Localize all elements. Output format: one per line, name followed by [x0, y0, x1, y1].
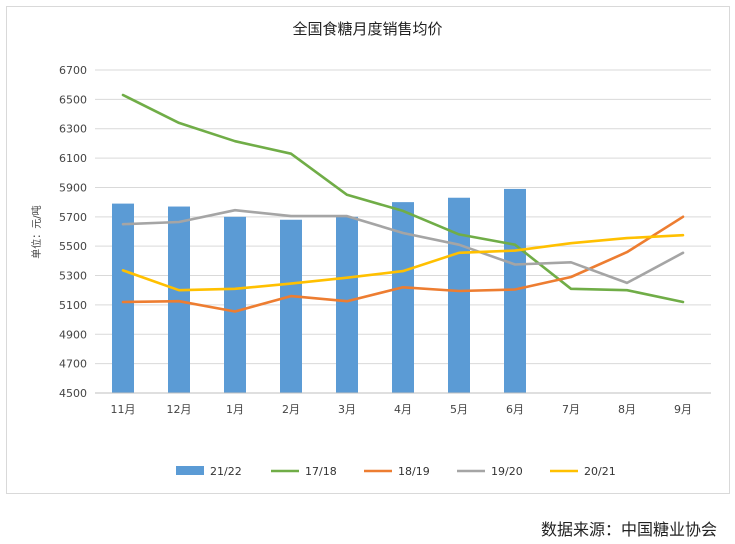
y-tick-label-4900: 4900	[59, 328, 87, 341]
line-17/18	[121, 93, 685, 304]
y-tick-label-6700: 6700	[59, 64, 87, 77]
y-tick-label-6300: 6300	[59, 123, 87, 136]
x-tick-label-7月: 7月	[562, 403, 580, 416]
y-axis-label: 单位：元/吨	[30, 205, 43, 258]
legend-label-17/18: 17/18	[305, 465, 337, 478]
bar-1月	[224, 216, 246, 393]
x-axis: 11月 12月 1月 2月 3月 4月 5月 6月 7月 8月 9月	[95, 392, 711, 416]
y-tick-label-6500: 6500	[59, 93, 87, 106]
legend: 21/22 17/18 18/19 19/20 20/21	[176, 465, 616, 478]
chart-title: 全国食糖月度销售均价	[292, 20, 443, 38]
legend-swatch-21/22	[176, 466, 204, 475]
y-tick-label-4500: 4500	[59, 387, 87, 400]
legend-label-20/21: 20/21	[584, 465, 616, 478]
x-tick-label-1月: 1月	[226, 403, 244, 416]
bar-2月	[280, 219, 302, 393]
y-tick-label-5900: 5900	[59, 181, 87, 194]
y-tick-label-4700: 4700	[59, 358, 87, 371]
legend-label-18/19: 18/19	[398, 465, 430, 478]
x-tick-label-5月: 5月	[450, 403, 468, 416]
line-20/21	[121, 233, 685, 292]
legend-label-21/22: 21/22	[210, 465, 242, 478]
bar-11月	[112, 203, 134, 393]
x-tick-label-9月: 9月	[674, 403, 692, 416]
y-tick-label-5500: 5500	[59, 240, 87, 253]
y-tick-label-5100: 5100	[59, 299, 87, 312]
y-axis: 4500 4700 4900 5100 5300 5500 5700 5900 6100 6300…	[59, 64, 87, 400]
bar-3月	[336, 216, 358, 393]
y-tick-label-5300: 5300	[59, 270, 87, 283]
y-tick-label-6100: 6100	[59, 152, 87, 165]
x-tick-label-11月: 11月	[111, 403, 136, 416]
x-tick-label-8月: 8月	[618, 403, 636, 416]
bar-6月	[504, 188, 526, 393]
bar-5月	[448, 197, 470, 393]
x-tick-label-4月: 4月	[394, 403, 412, 416]
x-tick-label-2月: 2月	[282, 403, 300, 416]
line-series	[121, 93, 685, 313]
bar-4月	[392, 202, 414, 393]
x-tick-label-3月: 3月	[338, 403, 356, 416]
legend-label-19/20: 19/20	[491, 465, 523, 478]
x-tick-label-12月: 12月	[167, 403, 192, 416]
line-19/20	[121, 208, 685, 285]
x-tick-label-6月: 6月	[506, 403, 524, 416]
y-tick-label-5700: 5700	[59, 211, 87, 224]
data-source-note: 数据来源：中国糖业协会	[540, 520, 717, 539]
bar-12月	[168, 206, 190, 393]
